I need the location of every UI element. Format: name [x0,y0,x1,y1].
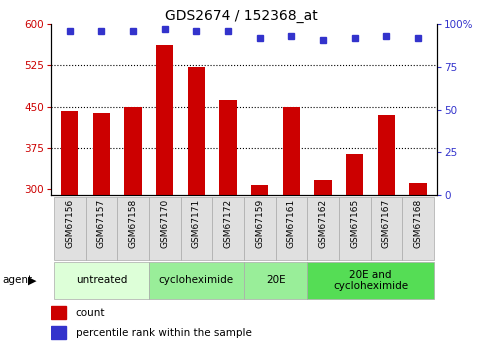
Bar [51,326,66,339]
Text: GSM67170: GSM67170 [160,199,169,248]
Text: count: count [76,308,105,318]
Text: untreated: untreated [76,275,127,285]
Bar [149,197,181,260]
Text: GSM67168: GSM67168 [413,199,423,248]
Bar [61,111,78,195]
Text: 20E and
cycloheximide: 20E and cycloheximide [333,269,408,291]
Bar [181,197,212,260]
Bar [339,197,370,260]
Bar [124,107,142,195]
Bar [307,262,434,298]
Text: GSM67165: GSM67165 [350,199,359,248]
Bar [51,306,66,319]
Bar [410,183,427,195]
Text: GSM67162: GSM67162 [319,199,327,248]
Text: GSM67161: GSM67161 [287,199,296,248]
Bar [54,262,149,298]
Text: cycloheximide: cycloheximide [159,275,234,285]
Bar [85,197,117,260]
Bar [402,197,434,260]
Bar [156,45,173,195]
Bar [117,197,149,260]
Bar [219,100,237,195]
Text: agent: agent [2,275,32,285]
Bar [188,67,205,195]
Bar [251,185,269,195]
Text: ▶: ▶ [28,275,37,285]
Text: GSM67158: GSM67158 [128,199,138,248]
Text: GSM67167: GSM67167 [382,199,391,248]
Bar [378,115,395,195]
Bar [307,197,339,260]
Text: percentile rank within the sample: percentile rank within the sample [76,327,252,337]
Bar [283,107,300,195]
Bar [54,197,85,260]
Bar [212,197,244,260]
Text: GSM67157: GSM67157 [97,199,106,248]
Bar [276,197,307,260]
Text: GSM67156: GSM67156 [65,199,74,248]
Bar [314,179,332,195]
Text: GSM67172: GSM67172 [224,199,233,248]
Bar [93,114,110,195]
Bar [370,197,402,260]
Text: GSM67159: GSM67159 [255,199,264,248]
Text: GSM67171: GSM67171 [192,199,201,248]
Bar [346,154,364,195]
Bar [149,262,244,298]
Text: GDS2674 / 152368_at: GDS2674 / 152368_at [165,9,318,23]
Bar [244,262,307,298]
Text: 20E: 20E [266,275,285,285]
Bar [244,197,276,260]
